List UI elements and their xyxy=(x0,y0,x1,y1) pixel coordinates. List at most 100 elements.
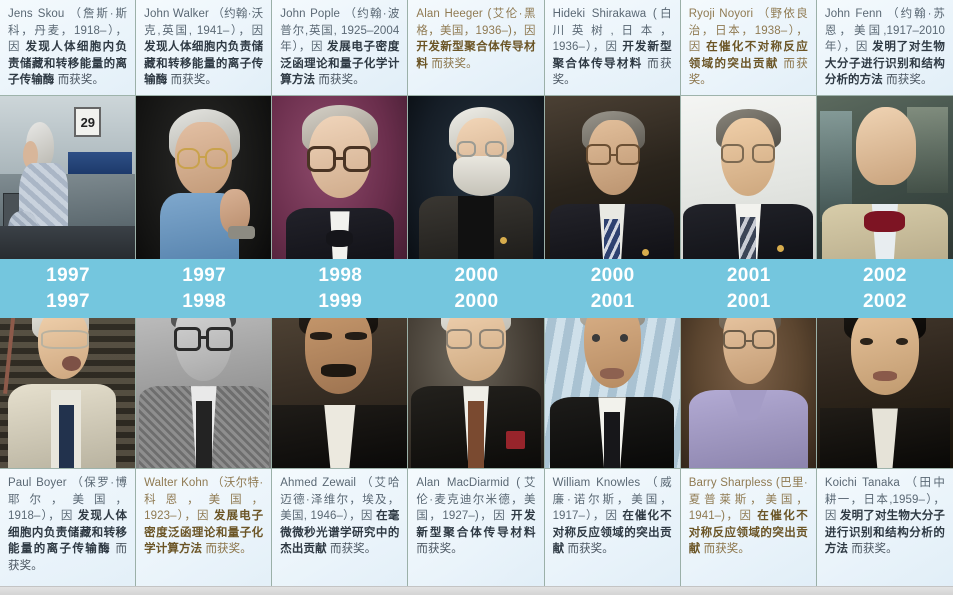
year-bottom: 2000 xyxy=(454,291,499,312)
laureate-name-cn: （约翰·苏恩，美国,1917–2010年），因 xyxy=(824,8,945,53)
top-photo-hideki-shirakawa xyxy=(544,96,680,282)
bottom-caption: Koichi Tanaka （田中耕一，日本,1959–），因 发明了对生物大分… xyxy=(816,468,953,586)
laureate-name-latin: John Walker xyxy=(144,8,209,20)
year-top: 2000 xyxy=(454,265,499,286)
laureate-name-cn: （詹斯·斯科，丹麦，1918–），因 xyxy=(8,8,128,53)
year-cell: 2001 2001 xyxy=(681,259,817,318)
top-caption: Jens Skou （詹斯·斯科，丹麦，1918–），因 发现人体细胞内负责储藏… xyxy=(0,0,136,96)
laureate-name-latin: Alan MacDiarmid xyxy=(416,477,510,489)
laureate-reason: 开发新型聚合体传导材料 xyxy=(416,510,536,539)
year-top: 1997 xyxy=(46,265,90,286)
laureate-reason: 开发新型聚合体传导材料 xyxy=(552,41,672,70)
year-top: 2001 xyxy=(726,265,771,286)
laureate-name-cn: (白川英树,日本，1936–），因 xyxy=(552,8,672,53)
top-caption: John Walker （约翰·沃克,英国, 1941–），因 发现人体细胞内负… xyxy=(136,0,272,96)
laureate-name-latin: Ryoji Noyori xyxy=(688,8,754,20)
laureate-suffix: 而获奖。 xyxy=(567,543,614,555)
laureate-reason: 发现人体细胞内负责储藏和转移能量的离子传输酶 xyxy=(8,41,128,86)
year-bottom: 2002 xyxy=(862,291,907,312)
bottom-caption: Paul Boyer （保罗·博耶尔，美国，1918–），因 发现人体细胞内负责… xyxy=(0,468,136,586)
year-bottom: 2001 xyxy=(726,291,771,312)
laureate-name-latin: William Knowles xyxy=(552,477,641,489)
top-photo-jens-skou: 29 xyxy=(0,96,136,282)
top-photo-ryoji-noyori xyxy=(680,96,816,282)
laureate-name-latin: John Fenn xyxy=(824,8,882,20)
laureate-name-cn: （田中耕一，日本,1959–），因 xyxy=(824,477,945,522)
year-bottom: 2001 xyxy=(590,291,635,312)
top-photo-john-pople xyxy=(272,96,408,282)
laureate-name-latin: Jens Skou xyxy=(8,8,65,20)
year-cell: 1997 1998 xyxy=(136,259,272,318)
laureate-column: Jens Skou （詹斯·斯科，丹麦，1918–），因 发现人体细胞内负责储藏… xyxy=(0,0,137,586)
laureate-name-latin: Koichi Tanaka xyxy=(824,477,900,489)
year-cell: 2000 2000 xyxy=(408,259,544,318)
laureate-name-cn: （约翰·波普尔,英国, 1925–2004年），因 xyxy=(280,8,400,53)
year-bottom: 1999 xyxy=(318,291,363,312)
laureate-reason: 发现人体细胞内负责储藏和转移能量的离子传输酶 xyxy=(8,510,128,555)
laureate-name-cn: （保罗·博耶尔，美国，1918–），因 xyxy=(8,477,128,522)
laureate-suffix: 而获奖。 xyxy=(688,57,808,87)
laureate-reason: 开发新型聚合体传导材料 xyxy=(416,41,536,70)
year-cell: 2000 2001 xyxy=(545,259,681,318)
laureate-name-latin: Hideki Shirakawa xyxy=(552,8,647,20)
laureate-reason: 发展电子密度泛函理论和量子化学计算方法 xyxy=(144,510,264,555)
year-top: 2002 xyxy=(862,265,907,286)
laureate-suffix: 而获奖。 xyxy=(318,74,365,86)
laureate-suffix: 而获奖。 xyxy=(205,543,252,555)
laureate-suffix: 而获奖。 xyxy=(851,543,898,555)
laureate-name-latin: Paul Boyer xyxy=(8,477,67,489)
top-photo-john-fenn xyxy=(816,96,953,282)
laureate-suffix: 而获奖。 xyxy=(416,543,463,555)
laureate-reason: 在毫微微秒光谱学研究中的杰出贡献 xyxy=(280,510,400,555)
laureate-reason: 在催化不对称反应领域的突出贡献 xyxy=(688,41,808,70)
bottom-caption: Barry Sharpless (巴里·夏普莱斯，美国，1941–)，因 在催化… xyxy=(680,468,816,586)
laureate-name-cn: (艾伦·黑格，美国，1936–)，因 xyxy=(416,8,536,37)
year-top: 2000 xyxy=(590,265,635,286)
laureate-reason: 发明了对生物大分子进行识别和结构分析的方法 xyxy=(824,41,945,86)
laureate-suffix: 而获奖。 xyxy=(431,57,478,70)
top-caption: Alan Heeger (艾伦·黑格，美国，1936–)，因 开发新型聚合体传导… xyxy=(408,0,544,96)
laureate-reason: 发展电子密度泛函理论和量子化学计算方法 xyxy=(280,41,400,86)
top-caption: John Fenn （约翰·苏恩，美国,1917–2010年），因 发明了对生物… xyxy=(816,0,953,96)
laureate-suffix: 而获奖。 xyxy=(703,543,751,555)
laureate-reason: 在催化不对称反应领域的突出贡献 xyxy=(552,510,672,555)
year-cell: 2002 2002 xyxy=(817,259,953,318)
bottom-caption: William Knowles （威廉·诺尔斯，美国，1917–），因 在催化不… xyxy=(544,468,680,586)
lab-sign-number: 29 xyxy=(74,107,102,137)
laureate-suffix: 而获奖。 xyxy=(8,543,128,572)
laureate-name-latin: Walter Kohn xyxy=(144,477,209,489)
bottom-caption: Alan MacDiarmid (艾伦·麦克迪尔米德，美国，1927–)，因 开… xyxy=(408,468,544,586)
top-photo-alan-heeger xyxy=(408,96,544,282)
laureate-suffix: 而获奖。 xyxy=(170,74,218,86)
year-top: 1998 xyxy=(318,265,363,286)
laureate-name-cn: （野依良治，日本，1938–），因 xyxy=(688,8,808,53)
top-photo-john-walker xyxy=(136,96,272,282)
year-cell: 1998 1999 xyxy=(272,259,408,318)
laureate-name-cn: (艾伦·麦克迪尔米德，美国，1927–)，因 xyxy=(416,477,536,522)
year-bottom: 1997 xyxy=(46,291,90,312)
year-cell: 1997 1997 xyxy=(0,259,136,318)
laureate-name-latin: Alan Heeger xyxy=(416,8,483,20)
year-bottom: 1998 xyxy=(182,291,227,312)
laureate-name-cn: （艾哈迈德·泽维尔，埃及，美国, 1946–），因 xyxy=(280,477,400,522)
laureate-name-cn: （约翰·沃克,英国, 1941–），因 xyxy=(144,8,264,37)
laureate-name-latin: Barry Sharpless xyxy=(688,477,773,489)
bottom-caption: Ahmed Zewail （艾哈迈德·泽维尔，埃及，美国, 1946–），因 在… xyxy=(272,468,408,586)
bottom-caption: Walter Kohn （沃尔特·科恩，美国，1923–），因 发展电子密度泛函… xyxy=(136,468,272,586)
top-caption: John Pople （约翰·波普尔,英国, 1925–2004年），因 发展电… xyxy=(272,0,408,96)
laureate-reason: 发现人体细胞内负责储藏和转移能量的离子传输酶 xyxy=(144,41,264,86)
laureate-suffix: 而获奖。 xyxy=(57,74,105,86)
bottom-strip xyxy=(0,586,953,595)
laureate-name-cn: （沃尔特·科恩，美国，1923–），因 xyxy=(144,477,264,522)
laureate-reason: 在催化不对称反应领域的突出贡献 xyxy=(688,510,808,555)
top-caption: Ryoji Noyori （野依良治，日本，1938–），因 在催化不对称反应领… xyxy=(680,0,816,96)
laureate-name-latin: Ahmed Zewail xyxy=(280,477,357,489)
laureate-name-cn: (巴里·夏普莱斯，美国，1941–)，因 xyxy=(688,477,808,522)
laureate-name-latin: John Pople xyxy=(280,8,340,20)
laureate-suffix: 而获奖。 xyxy=(886,74,933,86)
laureate-suffix: 而获奖。 xyxy=(552,57,672,87)
laureate-reason: 发明了对生物大分子进行识别和结构分析的方法 xyxy=(824,510,945,555)
year-timeline-band: 1997 1997 1997 1998 1998 1999 2000 2000 … xyxy=(0,259,953,318)
year-top: 1997 xyxy=(182,265,227,286)
